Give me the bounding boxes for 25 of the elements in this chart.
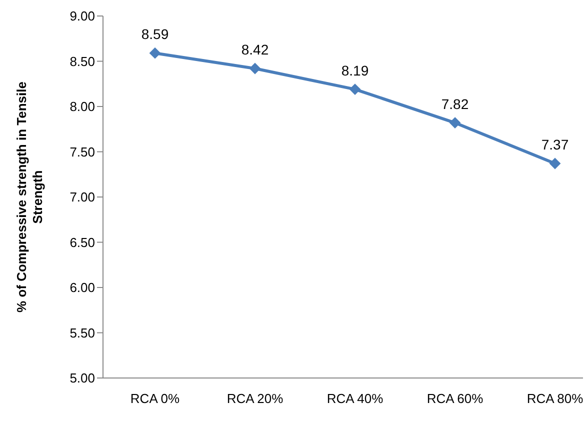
y-tick-label: 7.50 — [70, 144, 95, 160]
y-tick-label: 9.00 — [70, 8, 95, 24]
point — [550, 158, 560, 170]
data-label: 8.19 — [341, 62, 369, 78]
point — [250, 62, 260, 74]
x-tick-label: RCA 40% — [326, 391, 384, 406]
y-tick-label: 5.00 — [70, 370, 95, 386]
x-tick-label: RCA 80% — [526, 391, 584, 406]
data-label: 8.59 — [141, 26, 169, 42]
point — [350, 84, 360, 95]
y-axis-title: % of Compressive strength in Tensile Strength — [14, 82, 45, 312]
x-tick-label: RCA 20% — [226, 391, 284, 406]
x-tick-label: RCA 60% — [426, 391, 484, 406]
y-tick-label: 6.00 — [70, 280, 95, 296]
point — [150, 48, 160, 59]
data-label: 7.37 — [541, 136, 569, 153]
data-label: 8.42 — [241, 41, 269, 58]
y-tick-label: 7.00 — [70, 190, 95, 205]
y-tick-label: 8.50 — [70, 54, 95, 69]
y-tick-label: 8.00 — [70, 99, 95, 114]
x-tick-label: RCA 0% — [130, 391, 180, 406]
y-tick-label: 6.50 — [70, 234, 95, 250]
point — [450, 117, 460, 128]
y-tick-label: 5.50 — [70, 325, 95, 340]
data-label: 7.82 — [441, 96, 469, 112]
